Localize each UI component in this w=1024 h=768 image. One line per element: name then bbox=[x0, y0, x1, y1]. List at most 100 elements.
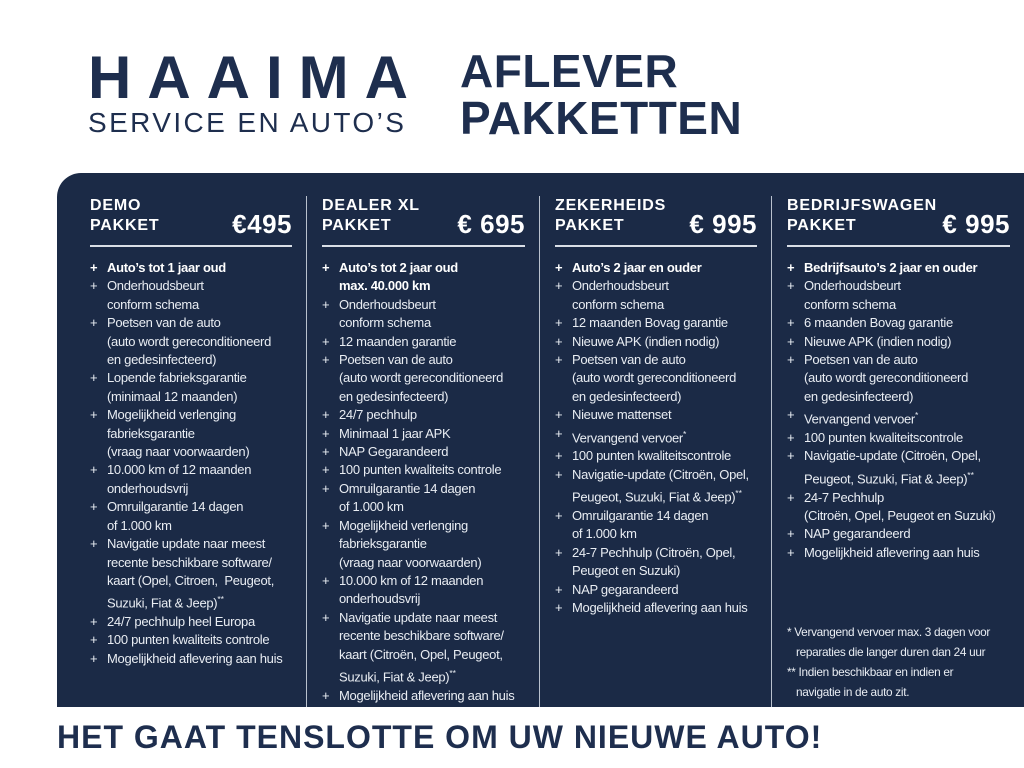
plus-icon: + bbox=[322, 352, 330, 368]
plus-icon: + bbox=[90, 462, 98, 478]
package-item: + Lopende fabrieksgarantie (minimaal 12 ma… bbox=[90, 369, 292, 406]
item-line: onderhoudsvrij bbox=[107, 480, 189, 496]
asterisk-note-marker: ** bbox=[217, 594, 224, 605]
brand-logo: HAAIMA SERVICE EN AUTO’S bbox=[88, 44, 424, 139]
item-line: conform schema bbox=[804, 296, 896, 312]
item-line: Navigatie-update (Citroën, Opel, bbox=[804, 448, 981, 464]
package-item: + Onderhoudsbeurt conform schema bbox=[555, 277, 757, 314]
plus-icon: + bbox=[90, 315, 98, 331]
package-item: + Vervangend vervoer* bbox=[555, 425, 757, 448]
plus-icon: + bbox=[787, 333, 795, 349]
item-line: Peugeot, Suzuki, Fiat & Jeep)** bbox=[572, 488, 742, 505]
item-line: (minimaal 12 maanden) bbox=[107, 388, 238, 404]
plus-icon: + bbox=[555, 466, 563, 482]
item-line: NAP gegarandeerd bbox=[804, 526, 911, 542]
package-item: + Poetsen van de auto (auto wordt gerecond… bbox=[90, 314, 292, 369]
package-item: + Onderhoudsbeurt conform schema bbox=[322, 296, 525, 333]
item-line: Vervangend vervoer* bbox=[804, 410, 919, 427]
item-line: 24/7 pechhulp heel Europa bbox=[107, 614, 255, 630]
item-line: kaart (Opel, Citroen, Peugeot, bbox=[107, 572, 275, 588]
package-column: DEMO PAKKET €495 + Auto’s tot 1 jaar oud + O… bbox=[57, 196, 307, 707]
package-item: + Auto’s tot 2 jaar oud max. 40.000 km bbox=[322, 259, 525, 296]
item-line: of 1.000 km bbox=[572, 526, 637, 542]
plus-icon: + bbox=[787, 489, 795, 505]
package-title-line: DEMO bbox=[90, 197, 142, 214]
asterisk-note-marker: * bbox=[914, 410, 919, 421]
plus-icon: + bbox=[322, 572, 330, 588]
package-item: + Bedrijfsauto’s 2 jaar en ouder bbox=[787, 259, 1010, 277]
package-item: + Navigatie-update (Citroën, Opel, Peugeot… bbox=[787, 447, 1010, 488]
brand-name: HAAIMA bbox=[88, 44, 424, 111]
item-line: conform schema bbox=[107, 296, 199, 312]
package-header: ZEKERHEIDS PAKKET € 995 bbox=[555, 196, 757, 237]
package-item: +10.000 km of 12 maanden onderhoudsvrij bbox=[322, 572, 525, 609]
footnote: ** Indien beschikbaar en indien er naviga… bbox=[787, 662, 1010, 702]
package-item: +12 maanden Bovag garantie bbox=[555, 314, 757, 332]
package-item: + Poetsen van de auto (auto wordt gerecond… bbox=[787, 351, 1010, 406]
package-header: BEDRIJFSWAGEN PAKKET € 995 bbox=[787, 196, 1010, 237]
package-item: + Omruilgarantie 14 dagen of 1.000 km bbox=[322, 480, 525, 517]
item-line: Minimaal 1 jaar APK bbox=[339, 425, 451, 441]
package-item: + NAP Gegarandeerd bbox=[322, 443, 525, 461]
header-rule bbox=[787, 245, 1010, 247]
plus-icon: + bbox=[555, 425, 563, 441]
item-line: Nieuwe APK (indien nodig) bbox=[804, 333, 952, 349]
plus-icon: + bbox=[555, 278, 563, 294]
item-line: Mogelijkheid verlenging bbox=[107, 407, 236, 423]
item-line: Nieuwe mattenset bbox=[572, 407, 672, 423]
item-line: 100 punten kwaliteits controle bbox=[339, 462, 502, 478]
item-line: 12 maanden Bovag garantie bbox=[572, 315, 728, 331]
item-line: en gedesinfecteerd) bbox=[572, 388, 682, 404]
item-line: Omruilgarantie 14 dagen bbox=[572, 507, 709, 523]
header-rule bbox=[322, 245, 525, 247]
package-price: € 695 bbox=[457, 209, 525, 239]
package-title: DEMO PAKKET bbox=[90, 196, 159, 236]
plus-icon: + bbox=[322, 462, 330, 478]
package-item: + Auto’s tot 1 jaar oud bbox=[90, 259, 292, 277]
item-line: Poetsen van de auto bbox=[804, 352, 918, 368]
package-item: + Omruilgarantie 14 dagen of 1.000 km bbox=[90, 498, 292, 535]
package-column: DEALER XL PAKKET € 695 + Auto’s tot 2 jaar… bbox=[307, 196, 540, 707]
header-rule bbox=[555, 245, 757, 247]
footnote: * Vervangend vervoer max. 3 dagen voor re… bbox=[787, 622, 1010, 662]
plus-icon: + bbox=[787, 544, 795, 560]
package-price: €495 bbox=[232, 209, 292, 239]
package-item: + NAP gegarandeerd bbox=[555, 581, 757, 599]
item-line: (auto wordt gereconditioneerd bbox=[339, 370, 504, 386]
page-title-line2: PAKKETTEN bbox=[460, 92, 743, 144]
item-line: Mogelijkheid aflevering aan huis bbox=[107, 650, 283, 666]
item-line: Poetsen van de auto bbox=[339, 352, 453, 368]
package-item: + NAP gegarandeerd bbox=[787, 525, 1010, 543]
item-line: 24/7 pechhulp bbox=[339, 407, 417, 423]
plus-icon: + bbox=[322, 425, 330, 441]
item-line: en gedesinfecteerd) bbox=[107, 352, 217, 368]
plus-icon: + bbox=[90, 370, 98, 386]
package-title-line: PAKKET bbox=[555, 217, 625, 234]
package-item: + Onderhoudsbeurt conform schema bbox=[787, 277, 1010, 314]
item-line: Mogelijkheid aflevering aan huis bbox=[339, 687, 515, 703]
item-line: Omruilgarantie 14 dagen bbox=[107, 499, 244, 515]
item-line: 10.000 km of 12 maanden bbox=[339, 572, 484, 588]
package-items: + Auto’s tot 1 jaar oud + Onderhoudsbeurt co… bbox=[90, 259, 292, 668]
item-line: 24-7 Pechhulp (Citroën, Opel, bbox=[572, 544, 736, 560]
item-line: 24-7 Pechhulp bbox=[804, 489, 884, 505]
plus-icon: + bbox=[787, 407, 795, 423]
footnote-line: ** Indien beschikbaar en indien er bbox=[787, 665, 954, 680]
plus-icon: + bbox=[322, 517, 330, 533]
asterisk-note-marker: ** bbox=[449, 667, 456, 678]
plus-icon: + bbox=[322, 260, 330, 275]
package-title-line: PAKKET bbox=[90, 217, 160, 234]
item-line: Auto’s 2 jaar en ouder bbox=[572, 260, 702, 275]
plus-icon: + bbox=[787, 448, 795, 464]
item-line: 100 punten kwaliteits controle bbox=[107, 632, 270, 648]
plus-icon: + bbox=[322, 480, 330, 496]
item-line: 6 maanden Bovag garantie bbox=[804, 315, 953, 331]
footnote-line: navigatie in de auto zit. bbox=[796, 685, 910, 700]
packages-panel: DEMO PAKKET €495 + Auto’s tot 1 jaar oud + O… bbox=[57, 173, 1024, 707]
plus-icon: + bbox=[555, 544, 563, 560]
package-item: + Onderhoudsbeurt conform schema bbox=[90, 277, 292, 314]
plus-icon: + bbox=[322, 333, 330, 349]
package-item: + Vervangend vervoer* bbox=[787, 406, 1010, 429]
item-line: recente beschikbare software/ bbox=[107, 554, 272, 570]
